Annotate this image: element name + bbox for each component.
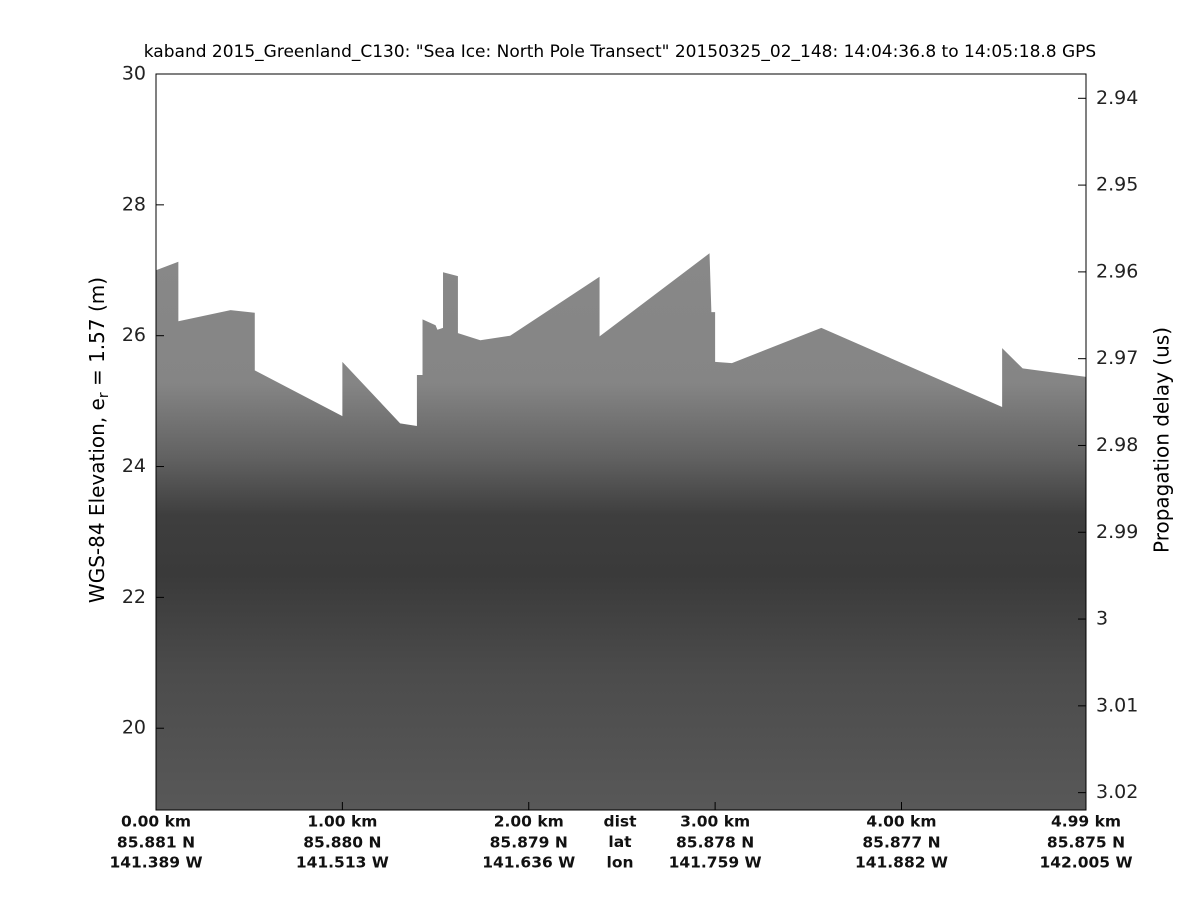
y-tick-label: 22	[122, 586, 146, 608]
y2-tick-label: 2.95	[1096, 174, 1138, 196]
x-tick-label: 3.00 km	[680, 813, 750, 831]
y2-axis-label: Propagation delay (us)	[1150, 327, 1174, 553]
x-tick-label: 4.00 km	[866, 813, 936, 831]
x-tick-label: 2.00 km	[494, 813, 564, 831]
y-tick-label: 30	[122, 63, 146, 85]
lat-label: 85.880 N	[303, 834, 381, 852]
lon-label: 141.759 W	[669, 854, 762, 872]
y-label-sub: r	[96, 392, 112, 398]
y2-tick-label: 2.97	[1096, 347, 1138, 369]
x-tick-label: 4.99 km	[1051, 813, 1121, 831]
lat-label: 85.878 N	[676, 834, 754, 852]
echogram-area	[156, 253, 1086, 810]
y2-tick-label: 2.96	[1096, 260, 1138, 282]
y2-tick-label: 2.99	[1096, 521, 1138, 543]
lon-label: 142.005 W	[1039, 854, 1132, 872]
y-tick-label: 20	[122, 717, 146, 739]
lat-label: 85.879 N	[490, 834, 568, 852]
row-label: dist	[603, 813, 637, 831]
x-tick-label: 0.00 km	[121, 813, 191, 831]
row-label: lon	[607, 854, 634, 872]
y-tick-label: 28	[122, 193, 146, 215]
plot-frame	[155, 73, 1087, 811]
lat-label: 85.877 N	[862, 834, 940, 852]
y-tick-label: 24	[122, 455, 146, 477]
row-label: lat	[608, 833, 632, 851]
x-tick-label: 1.00 km	[307, 813, 377, 831]
y-axis-label: WGS-84 Elevation, er = 1.57 (m)	[85, 277, 113, 603]
y2-tick-label: 3	[1096, 608, 1108, 630]
y-label-main: WGS-84 Elevation, e	[85, 398, 109, 603]
lat-label: 85.875 N	[1047, 834, 1125, 852]
y-tick-label: 26	[122, 324, 146, 346]
y2-tick-label: 3.02	[1096, 781, 1138, 803]
lon-label: 141.636 W	[482, 854, 575, 872]
chart-title: kaband 2015_Greenland_C130: "Sea Ice: No…	[144, 42, 1096, 62]
y2-tick-label: 3.01	[1096, 694, 1138, 716]
lon-label: 141.882 W	[855, 854, 948, 872]
y2-tick-label: 2.94	[1096, 87, 1138, 109]
y-label-rest: = 1.57 (m)	[85, 277, 109, 392]
lon-label: 141.513 W	[296, 854, 389, 872]
lat-label: 85.881 N	[117, 834, 195, 852]
lon-label: 141.389 W	[109, 854, 202, 872]
y2-tick-label: 2.98	[1096, 434, 1138, 456]
